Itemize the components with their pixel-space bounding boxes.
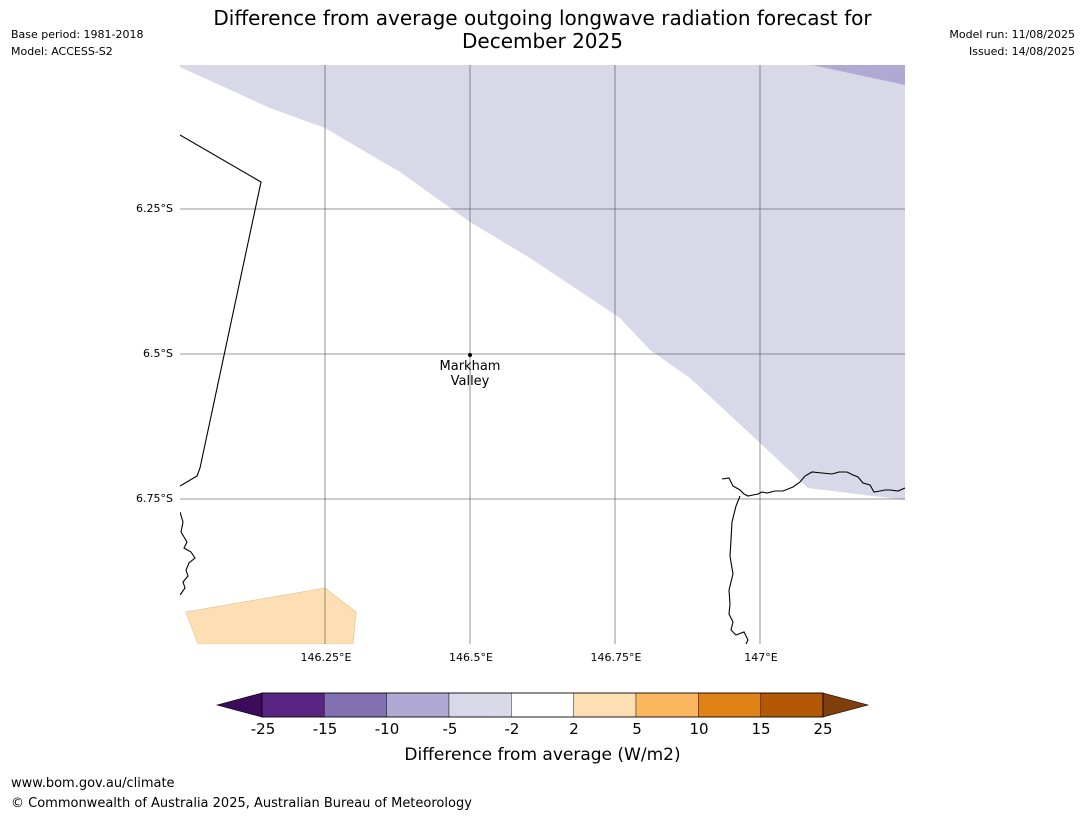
lat-label-6-5s: 6.5°S xyxy=(143,347,173,360)
model-text: Model: ACCESS-S2 xyxy=(11,45,113,58)
region-minus2-to-minus5 xyxy=(180,65,905,500)
colorbar-tick: -15 xyxy=(312,720,338,738)
footer: www.bom.gov.au/climate © Commonwealth of… xyxy=(11,774,472,814)
colorbar-frame xyxy=(261,692,824,718)
footer-url: www.bom.gov.au/climate xyxy=(11,776,175,791)
colorbar-bin xyxy=(573,692,637,718)
colorbar-bin xyxy=(448,692,512,718)
colorbar-tick: 2 xyxy=(569,720,579,738)
colorbar-tick: -2 xyxy=(504,720,520,738)
border-line xyxy=(180,134,262,487)
colorbar-bins xyxy=(261,692,824,718)
coastline-east xyxy=(721,471,905,497)
model-run-text: Model run: 11/08/2025 xyxy=(949,28,1075,41)
place-name-line-2: Valley xyxy=(450,374,490,389)
metadata-left: Base period: 1981-2018 Model: ACCESS-S2 xyxy=(11,26,143,60)
colorbar-tick: -25 xyxy=(250,720,276,738)
coastline-west xyxy=(180,511,196,596)
colorbar-bin xyxy=(698,692,761,718)
region-minus5-to-minus10 xyxy=(812,65,905,85)
base-period-text: Base period: 1981-2018 xyxy=(11,28,144,41)
colorbar-bin xyxy=(511,692,574,718)
issued-text: Issued: 14/08/2025 xyxy=(968,45,1075,58)
colorbar-tick: 15 xyxy=(751,720,771,738)
footer-copyright: © Commonwealth of Australia 2025, Austra… xyxy=(11,796,472,811)
lon-label-146-5e: 146.5°E xyxy=(449,651,493,664)
colorbar-under-arrow xyxy=(215,692,263,718)
colorbar-bin xyxy=(261,692,325,718)
colorbar-tick: 5 xyxy=(632,720,642,738)
colorbar-over-arrow xyxy=(822,692,870,718)
lon-label-147e: 147°E xyxy=(744,651,778,664)
title-line-1: Difference from average outgoing longwav… xyxy=(213,6,872,30)
lon-label-146-75e: 146.75°E xyxy=(590,651,642,664)
colorbar xyxy=(215,692,870,718)
gridlines xyxy=(180,65,905,644)
colorbar-bin xyxy=(386,692,450,718)
colorbar-label: Difference from average (W/m2) xyxy=(404,745,681,765)
markham-valley-marker xyxy=(468,353,472,357)
place-name-line-1: Markham xyxy=(439,359,501,374)
map-title: Difference from average outgoing longwav… xyxy=(0,7,1085,53)
region-plus2-to-plus5 xyxy=(185,587,357,644)
colorbar-tick: 25 xyxy=(813,720,833,738)
colorbar-bin xyxy=(760,692,824,718)
colorbar-bin xyxy=(635,692,699,718)
lat-label-6-75s: 6.75°S xyxy=(136,492,173,505)
colorbar-tick: -5 xyxy=(442,720,458,738)
metadata-right: Model run: 11/08/2025 Issued: 14/08/2025 xyxy=(949,26,1075,60)
title-line-2: December 2025 xyxy=(462,29,623,53)
map-area xyxy=(180,65,905,644)
lat-label-6-25s: 6.25°S xyxy=(136,202,173,215)
colorbar-bin xyxy=(324,692,387,718)
coastline-east-south xyxy=(728,495,749,644)
colorbar-tick: -10 xyxy=(374,720,400,738)
boundaries xyxy=(180,134,905,644)
place-label-markham-valley: Markham Valley xyxy=(420,359,520,389)
lon-label-146-25e: 146.25°E xyxy=(300,651,352,664)
colorbar-tick: 10 xyxy=(689,720,709,738)
